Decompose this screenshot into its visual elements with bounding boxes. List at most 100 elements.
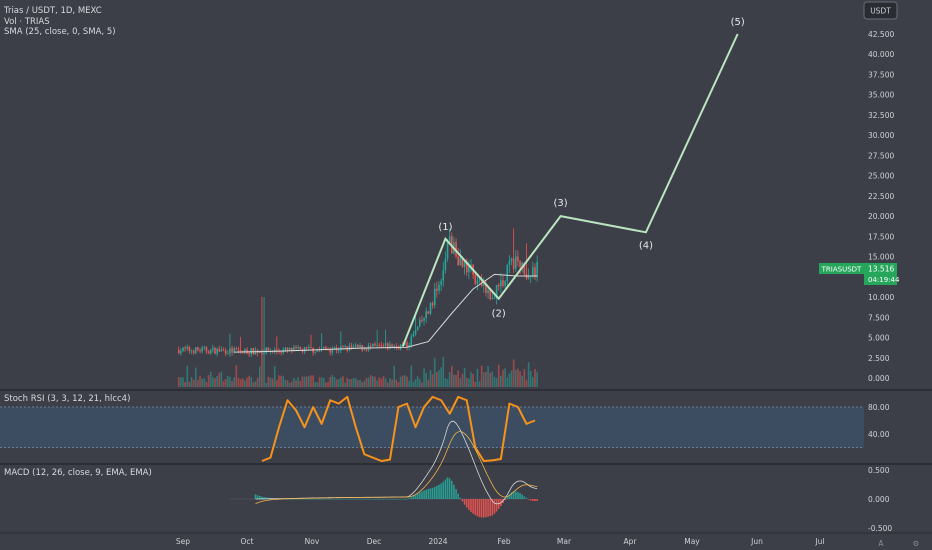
candle-body [316, 349, 319, 352]
candle-body [387, 343, 389, 349]
candle-body [352, 346, 355, 348]
candle-body [444, 258, 447, 271]
volume-bar [177, 377, 180, 387]
stoch-axis-tick-label: 80.00 [868, 403, 890, 412]
candle-body [412, 334, 415, 337]
volume-bar [463, 367, 466, 387]
time-axis-tick-label: Jul [814, 537, 824, 546]
candle-body [344, 346, 346, 347]
candle-body [233, 348, 235, 353]
macd-histogram-bar [404, 498, 406, 500]
candle-body [295, 347, 297, 348]
candle-body [423, 317, 425, 321]
volume-bar [361, 382, 363, 387]
candle-body [380, 345, 383, 347]
macd-histogram-bar [476, 499, 479, 517]
volume-bar [305, 376, 308, 387]
candle-body [259, 351, 261, 353]
candle-body [397, 346, 400, 350]
macd-histogram-bar [401, 498, 404, 500]
macd-histogram-bar [256, 495, 259, 499]
macd-histogram-bar [393, 498, 395, 500]
volume-bar [369, 375, 372, 387]
candle-body [227, 353, 229, 355]
macd-histogram-bar [342, 498, 344, 500]
volume-bar [393, 365, 395, 387]
volume-bar [259, 366, 261, 387]
macd-histogram-bar [534, 499, 536, 502]
candle-body [224, 350, 227, 354]
candle-body [485, 283, 487, 293]
time-axis: Sep Oct Nov Dec 2024 Feb Mar Apr May Jun Jul [176, 537, 825, 546]
stoch-rsi-line [261, 395, 536, 462]
macd-histogram-bar [337, 498, 340, 500]
volume-bar [391, 379, 393, 387]
macd-histogram-bar [346, 498, 349, 500]
candles [177, 228, 538, 357]
macd-histogram-bar [340, 498, 342, 500]
price-axis-tick-label: 10.000 [868, 293, 894, 302]
currency-button[interactable]: USDT [863, 1, 898, 20]
macd-histogram-bar [378, 498, 381, 500]
price-axis-tick-label: 5.000 [868, 334, 890, 343]
volume-bar [308, 376, 310, 387]
candle-body [468, 266, 470, 273]
candle-body [436, 288, 438, 291]
macd-histogram-bar [372, 498, 374, 500]
candle-body [222, 349, 225, 351]
time-axis-tick-label: Mar [557, 537, 572, 546]
macd-histogram-bar [406, 498, 408, 500]
macd-histogram-bar [380, 498, 383, 500]
macd-histogram-bar [376, 498, 378, 500]
volume-bar [220, 371, 223, 387]
macd-histogram-bar [395, 498, 398, 500]
macd-histogram-bar [352, 498, 355, 500]
time-axis-tick-label: 2024 [428, 537, 447, 546]
candle-body [207, 351, 210, 354]
candle-body [395, 346, 398, 348]
macd-histogram-bar [327, 498, 329, 500]
macd-histogram-bar [517, 492, 519, 499]
volume-bar [448, 372, 451, 387]
candle-body [286, 347, 289, 350]
macd-histogram-bar [468, 499, 470, 510]
volume-bar [273, 366, 276, 387]
macd-histogram-bar [335, 498, 338, 500]
candle-body [474, 274, 477, 284]
volume-bar [425, 372, 427, 387]
volume-bar [378, 377, 381, 387]
volume-bar [288, 382, 291, 387]
candle-body [186, 346, 189, 349]
volume-bar [186, 365, 189, 387]
macd-histogram-bar [295, 498, 297, 500]
volume-bar [534, 368, 536, 387]
volume-bar [301, 376, 304, 387]
volume-bar [451, 365, 453, 387]
candle-body [495, 284, 498, 299]
volume-bar [497, 364, 500, 387]
macd-histogram-bar [389, 498, 391, 500]
candle-body [197, 347, 199, 351]
volume-bar [224, 379, 227, 387]
macd-histogram-bar [519, 493, 521, 499]
auto-scale-button[interactable]: A [875, 537, 887, 549]
macd-histogram-bar [536, 499, 538, 501]
candle-body [517, 256, 519, 262]
candle-body [446, 242, 449, 259]
candle-body [248, 353, 250, 355]
volume-bar [504, 368, 506, 387]
macd-histogram-bar [369, 498, 372, 500]
settings-button[interactable]: ⚙ [910, 537, 922, 549]
candle-body [483, 283, 485, 286]
candle-body [431, 303, 434, 306]
macd-histogram-bar [254, 494, 257, 499]
volume-bars [177, 349, 538, 387]
volume-bar [248, 375, 250, 387]
volume-bar [320, 377, 323, 387]
price-axis-tick-label: 42.500 [868, 30, 894, 39]
macd-histogram-bar [329, 498, 331, 500]
price-axis-tick-label: 22.500 [868, 192, 894, 201]
signal-line [255, 431, 538, 505]
candle-body [459, 257, 462, 266]
macd-histogram-bar [333, 498, 336, 500]
